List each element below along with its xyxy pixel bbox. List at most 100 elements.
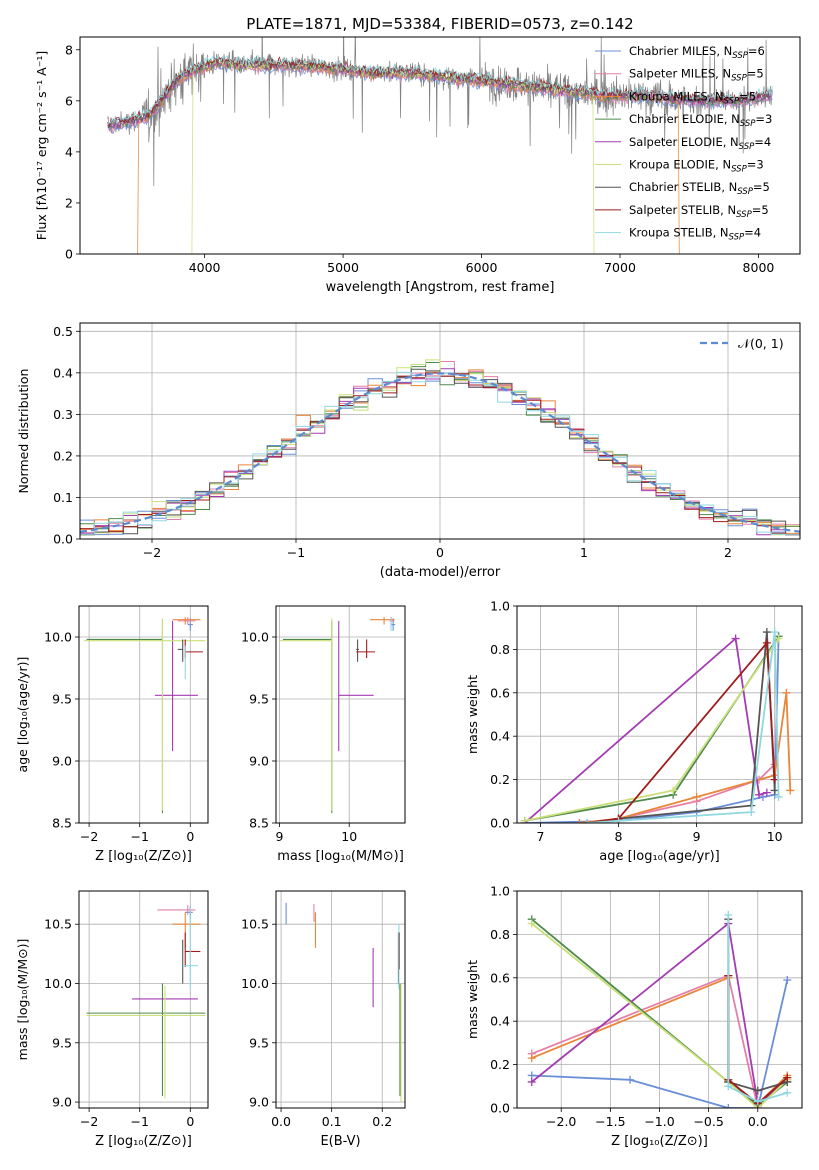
weight-line: [524, 635, 780, 822]
axes-frame: [79, 36, 801, 255]
y-tick-label: 9.5: [52, 1035, 72, 1050]
plus-marker: [783, 975, 792, 984]
plus-marker: [782, 688, 791, 697]
errorbar-point: [84, 618, 206, 811]
spectrum-model-line: [107, 59, 773, 130]
axes-frame: [78, 605, 209, 824]
errorbar-point: [391, 618, 396, 631]
x-tick-label: 0.1: [322, 1114, 342, 1129]
plus-marker: [762, 628, 771, 637]
weight-line: [727, 914, 788, 1103]
y-tick-label: 10.0: [241, 630, 269, 645]
plus-marker: [724, 1104, 733, 1108]
errorbar-point: [279, 618, 333, 811]
y-tick-label: 0.6: [490, 970, 510, 985]
plus-marker: [724, 1082, 733, 1091]
y-tick-label: 9.0: [52, 754, 72, 769]
x-tick-label: 0: [436, 545, 444, 560]
y-tick-label: 9.5: [249, 1035, 269, 1050]
x-tick-label: −1: [130, 1114, 148, 1129]
x-tick-label: 2: [724, 545, 732, 560]
plus-marker: [770, 628, 779, 637]
x-tick-label: 0: [186, 829, 194, 844]
legend-entry: 𝒩(0, 1): [738, 336, 784, 351]
y-tick-label: 0.8: [490, 927, 510, 942]
x-axis-label: Z [log₁₀(Z/Z⊙)]: [95, 1134, 192, 1149]
plus-marker: [731, 634, 740, 643]
y-tick-label: 4: [65, 144, 73, 159]
spectrum-legend: Chabrier MILES, NSSP=6 Salpeter MILES, NS…: [595, 44, 772, 243]
x-tick-label: 7000: [604, 260, 636, 275]
axes-frame: [78, 890, 209, 1109]
weight-line: [531, 979, 789, 1108]
plus-marker: [747, 808, 756, 817]
plot-area-z-age: [84, 617, 206, 814]
plus-marker: [762, 638, 771, 647]
x-tick-label: 10: [767, 829, 783, 844]
y-axis-label: mass [log₁₀(M/M⊙)]: [15, 939, 30, 1061]
plot-area-age-weight: [520, 628, 795, 823]
x-tick-label: 7: [536, 829, 544, 844]
plus-marker: [520, 816, 529, 823]
y-tick-label: 0.2: [53, 448, 73, 463]
figure-title: PLATE=1871, MJD=53384, FIBERID=0573, z=0…: [246, 15, 633, 33]
y-tick-label: 0: [65, 247, 73, 262]
x-tick-label: −2: [80, 829, 98, 844]
axes-frame: [79, 322, 801, 540]
weight-line: [524, 636, 768, 823]
x-tick-label: 0: [186, 1114, 194, 1129]
y-tick-label: 0.5: [53, 324, 73, 339]
y-tick-label: 0.0: [53, 532, 73, 547]
subplot-mass-age: 9 10 8.5 9.0 9.5 10.0 mass [log₁₀(M/M⊙)]: [241, 605, 406, 864]
plus-marker: [774, 634, 783, 643]
x-tick-label: 1: [580, 545, 588, 560]
y-tick-label: 0.8: [490, 642, 510, 657]
x-tick-label: 8: [615, 829, 623, 844]
normal-curve: [80, 372, 800, 533]
y-axis-label: mass weight: [465, 675, 480, 754]
y-tick-label: 10.0: [44, 630, 72, 645]
axes-frame: [275, 890, 406, 1109]
x-tick-label: 0.2: [372, 1114, 392, 1129]
x-tick-label: 6000: [466, 260, 498, 275]
residuals-legend: 𝒩(0, 1): [700, 336, 784, 351]
subplot-spectrum: 4000 5000 6000 7000 8000 0 2 4 6 8 wavelength [Ang…: [34, 36, 801, 295]
errorbar-point: [282, 620, 333, 814]
y-tick-label: 6: [65, 93, 73, 108]
legend-entry: Salpeter STELIB, NSSP=5: [629, 203, 769, 220]
y-tick-label: 0.2: [490, 772, 510, 787]
x-axis-label: Z [log₁₀(Z/Z⊙)]: [611, 1134, 708, 1149]
plus-marker: [527, 1077, 536, 1086]
plus-marker: [692, 792, 701, 801]
x-tick-label: 9: [276, 829, 284, 844]
legend-entry: Salpeter ELODIE, NSSP=4: [629, 135, 771, 152]
legend-entry: Chabrier ELODIE, NSSP=3: [629, 112, 772, 129]
subplot-z-age: −2 −1 0 8.5 9.0 9.5 10.0 Z [log₁₀(Z/Z⊙)] age [lo…: [15, 605, 209, 864]
legend-entry: Kroupa ELODIE, NSSP=3: [629, 158, 764, 175]
y-tick-label: 0.1: [53, 490, 73, 505]
x-tick-label: −1.5: [595, 1114, 625, 1129]
spectrum-model-line: [107, 58, 773, 130]
errorbar-point: [86, 983, 206, 1097]
plot-area-spectrum: [107, 37, 773, 254]
y-tick-label: 0.4: [53, 365, 73, 380]
errorbar-point: [338, 620, 374, 752]
legend-entry: Salpeter MILES, NSSP=5: [629, 67, 764, 84]
plus-marker: [527, 919, 536, 928]
errorbar-point: [177, 617, 196, 625]
x-tick-label: −2.0: [546, 1114, 576, 1129]
errorbar-point: [172, 912, 201, 948]
x-axis-label: age [log₁₀(age/yr)]: [599, 849, 720, 864]
errorbar-point: [182, 906, 198, 990]
x-tick-label: 0.0: [748, 1114, 768, 1129]
y-tick-label: 0.0: [490, 1101, 510, 1116]
errorbar-point: [177, 639, 184, 662]
y-tick-label: 10.5: [44, 917, 72, 932]
y-tick-label: 1.0: [490, 884, 510, 899]
y-axis-label: Normed distribution: [16, 369, 31, 494]
weight-line: [587, 640, 776, 823]
plus-marker: [575, 819, 584, 823]
legend-entry: Chabrier STELIB, NSSP=5: [629, 180, 770, 197]
plus-marker: [783, 1088, 792, 1097]
